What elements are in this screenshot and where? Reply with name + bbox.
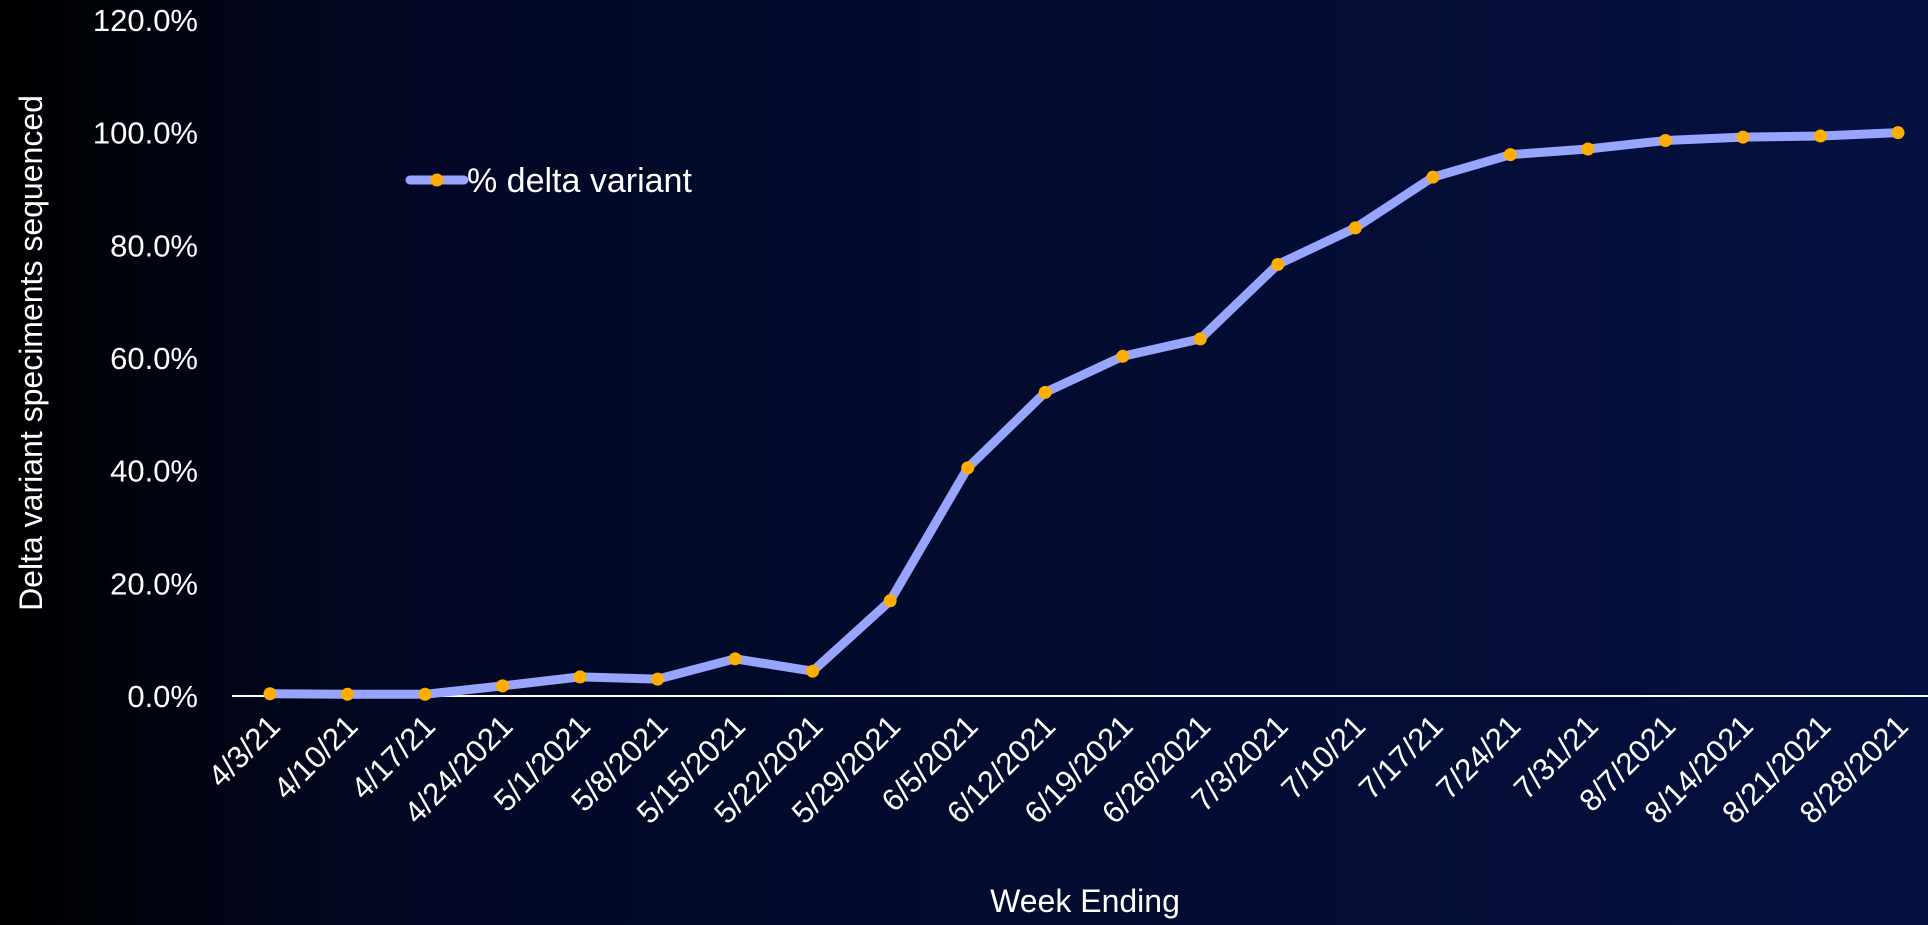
series-line [265,128,1903,699]
x-tick-label: 7/24/21 [1429,708,1527,806]
data-point [651,672,665,686]
x-tick-label: 7/17/21 [1352,708,1450,806]
data-point [806,664,820,678]
data-point [1348,221,1362,235]
y-tick-label: 60.0% [110,341,198,376]
y-tick-label: 100.0% [93,116,198,151]
data-point [1038,385,1052,399]
data-point [728,652,742,666]
x-tick-label: 7/10/21 [1274,708,1372,806]
data-point [263,687,277,701]
data-point [1271,257,1285,271]
x-tick-label: 4/10/21 [267,708,365,806]
y-tick-label: 0.0% [127,679,198,714]
x-axis-title: Week Ending [990,883,1180,919]
data-point [496,679,510,693]
data-point [341,687,355,701]
data-point [1426,170,1440,184]
data-point [1503,148,1517,162]
legend-marker-swatch [430,173,444,187]
y-axis-ticks: 0.0% 20.0% 40.0% 60.0% 80.0% 100.0% 120.0% [93,3,198,714]
data-point [1891,126,1905,140]
data-point [1581,142,1595,156]
data-point [883,594,897,608]
data-point [1736,130,1750,144]
y-tick-label: 120.0% [93,3,198,38]
series-layer [263,126,1905,701]
data-point [1813,129,1827,143]
data-point [418,687,432,701]
legend-label: % delta variant [467,162,692,200]
legend: % delta variant [405,162,692,200]
x-axis-ticks: 4/3/214/10/214/17/214/24/20215/1/20215/8… [201,708,1915,830]
data-point [1116,349,1130,363]
data-point [1658,134,1672,148]
data-point [961,461,975,475]
y-tick-label: 20.0% [110,566,198,601]
data-point [573,670,587,684]
y-tick-label: 80.0% [110,228,198,263]
data-point [1193,332,1207,346]
y-tick-label: 40.0% [110,454,198,489]
y-axis-title: Delta variant speciments sequenced [13,95,49,611]
